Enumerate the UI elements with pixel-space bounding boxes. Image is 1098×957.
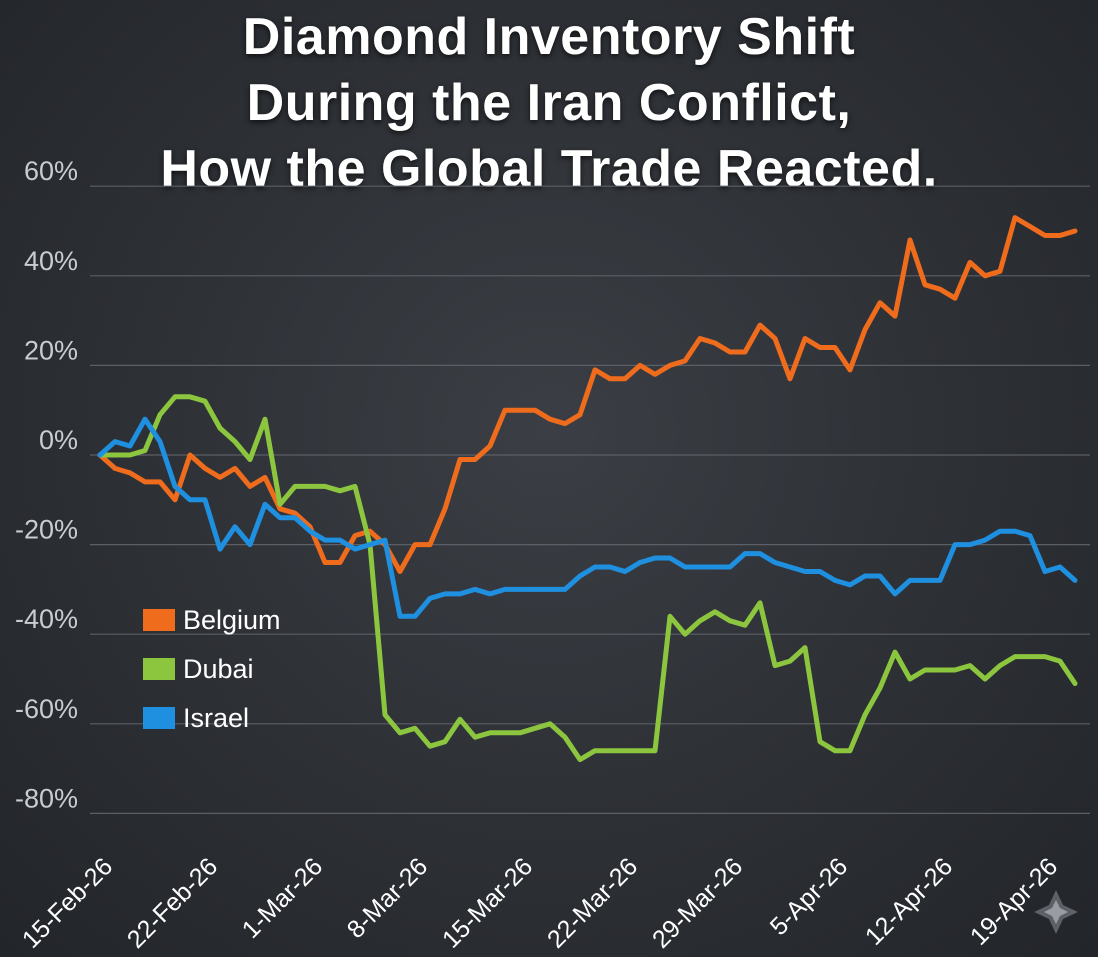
x-tick-label: 19-Apr-26 [965,852,1063,950]
y-tick-label: 20% [24,335,78,365]
y-tick-label: -60% [15,694,78,724]
y-tick-label: 40% [24,246,78,276]
legend-swatch-israel [143,707,175,729]
x-tick-label: 22-Feb-26 [122,852,223,953]
x-tick-label: 15-Feb-26 [17,852,118,953]
y-tick-label: -20% [15,515,78,545]
legend-swatch-dubai [143,658,175,680]
y-tick-label: 60% [24,156,78,186]
y-axis-ticks: 60% 40% 20% 0% -20% -40% -60% -80% [15,156,78,813]
series-line-israel [97,416,1078,619]
x-tick-label: 1-Mar-26 [237,852,329,944]
legend-label-dubai: Dubai [183,654,254,684]
series-line-belgium [97,215,1078,574]
x-tick-label: 12-Apr-26 [860,852,958,950]
chart-title-line-2: During the Iran Conflict, [246,74,852,132]
chart-title-line-3: How the Global Trade Reacted. [160,140,938,198]
series-lines [97,215,1078,763]
x-tick-label: 5-Apr-26 [765,852,854,941]
x-tick-label: 15-Mar-26 [437,852,538,953]
chart-title-line-1: Diamond Inventory Shift [242,8,856,66]
y-tick-label: 0% [39,425,78,455]
legend-label-israel: Israel [183,703,249,733]
x-tick-label: 22-Mar-26 [542,852,643,953]
legend-swatch-belgium [143,609,175,631]
legend: Belgium Dubai Israel [143,605,281,733]
x-tick-label: 29-Mar-26 [647,852,748,953]
series-line-dubai [97,394,1078,763]
corner-logo-icon [1034,890,1078,934]
x-tick-label: 8-Mar-26 [342,852,434,944]
legend-label-belgium: Belgium [183,605,281,635]
y-tick-label: -80% [15,783,78,813]
y-tick-label: -40% [15,604,78,634]
x-axis-ticks: 15-Feb-26 22-Feb-26 1-Mar-26 8-Mar-26 15-Mar… [17,852,1063,953]
